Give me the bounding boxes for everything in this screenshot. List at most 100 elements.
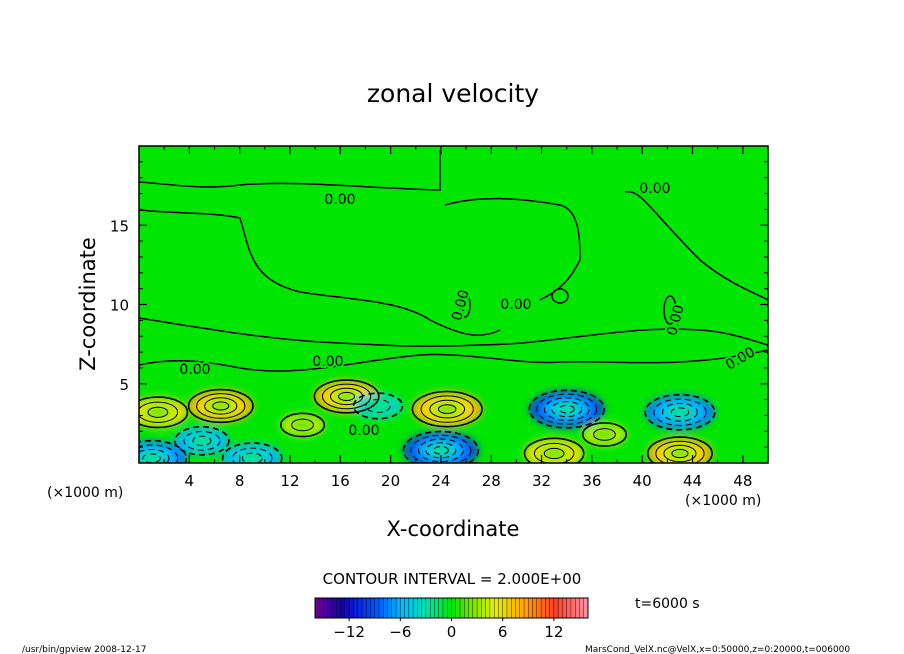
colorbar-cell <box>485 597 491 619</box>
x-tick-label: 20 <box>381 472 400 490</box>
colorbar-cell <box>319 597 325 619</box>
colorbar-cell <box>425 597 431 619</box>
colorbar-cell <box>442 597 448 619</box>
colorbar-cell <box>545 597 551 619</box>
colorbar-cell <box>502 597 508 619</box>
contour-ring <box>174 426 230 456</box>
field-blob <box>671 449 688 458</box>
field-blob <box>559 405 575 413</box>
x-tick-label: 36 <box>582 472 601 490</box>
field-blob <box>212 401 229 411</box>
colorbar-cell <box>434 597 440 619</box>
colorbar-cell <box>438 597 444 619</box>
field-blob <box>671 407 689 417</box>
colorbar-cell <box>536 597 542 619</box>
field-blob <box>291 419 314 431</box>
contour-ring <box>425 442 457 459</box>
contour-ring <box>139 448 170 463</box>
contour-ring <box>420 395 474 423</box>
contour-ring <box>528 389 605 429</box>
contour-lines <box>139 150 768 372</box>
contour-ring <box>417 438 464 463</box>
contour-label: 0.00 <box>639 181 670 197</box>
contour-ring <box>187 388 254 424</box>
colorbar-cell <box>383 597 389 619</box>
colorbar-cell <box>511 597 516 619</box>
colorbar-cell <box>429 597 435 619</box>
contour-line <box>459 292 471 318</box>
field-blob <box>544 448 565 459</box>
y-tick-label: 5 <box>119 376 129 394</box>
contour-label: 0.00 <box>312 354 343 370</box>
colorbar-cell <box>532 597 538 619</box>
colorbar-tick-label: 6 <box>498 623 508 641</box>
colorbar-cell <box>408 597 414 619</box>
colorbar-cell <box>327 597 333 619</box>
contour-ring <box>196 393 246 419</box>
contour-ring <box>139 444 179 463</box>
x-tick-label: 32 <box>532 472 551 490</box>
contour-interval: CONTOUR INTERVAL = 2.000E+00 <box>323 570 582 588</box>
colorbar-cell <box>323 597 329 619</box>
time-label: t=6000 s <box>635 596 700 612</box>
contour-ring <box>646 436 713 463</box>
colorbar-cell <box>468 597 474 619</box>
contour-ring <box>670 407 690 418</box>
x-axis-label: X-coordinate <box>387 517 520 541</box>
colorbar-cell <box>566 597 572 619</box>
contour-label: 0.00 <box>500 297 531 313</box>
colorbar-cell <box>361 597 367 619</box>
y-axis: 5 10 15 <box>110 161 768 448</box>
footer-right: MarsCond_VelX.nc@VelX,x=0:50000,z=0:2000… <box>585 645 850 654</box>
contour-ring <box>644 393 716 431</box>
colorbar-cell <box>451 597 457 619</box>
contour-ring <box>402 430 480 463</box>
contour-ring <box>279 412 326 438</box>
colorbar-cell <box>336 597 342 619</box>
colorbar-cell <box>498 597 504 619</box>
contour-ring <box>139 439 188 463</box>
field-blob <box>593 428 616 441</box>
contour-ring <box>147 406 169 418</box>
colorbar-cell <box>391 597 397 619</box>
contour-ring <box>429 399 466 419</box>
contour-ring <box>411 390 483 428</box>
colorbar-cell <box>378 597 384 619</box>
colorbar-cell <box>395 597 401 619</box>
contour-ring <box>432 446 449 455</box>
colorbar-cell <box>421 597 427 619</box>
field-blob <box>148 407 168 418</box>
y-axis-label: Z-coordinate <box>76 237 100 371</box>
contour-ring <box>593 428 616 441</box>
colorbar-cell <box>562 597 568 619</box>
colorbar-cell <box>455 597 461 619</box>
colorbar-cell <box>549 597 555 619</box>
contour-line <box>139 317 768 347</box>
contour-ring <box>543 397 590 421</box>
contour-ring <box>338 391 356 402</box>
colorbar-cell <box>353 597 359 619</box>
contour-ring <box>192 435 212 446</box>
field-blob <box>365 399 391 413</box>
contour-line <box>663 295 677 325</box>
contour-ring <box>438 404 457 415</box>
colorbar-cell <box>575 597 580 619</box>
colorbar-cell <box>344 597 350 619</box>
contour-ring <box>536 393 598 425</box>
colorbar-cell <box>404 597 410 619</box>
contour-line <box>444 197 581 301</box>
colorbar-ticks: −12 −6 0 6 12 <box>333 618 563 641</box>
colorbar-cell <box>519 597 525 619</box>
contour-ring <box>321 383 372 410</box>
field-blob <box>338 392 355 401</box>
contour-ring <box>231 447 273 463</box>
contour-label: 0.00 <box>179 362 210 378</box>
contour-ring <box>365 399 391 413</box>
colorbar-cell <box>528 597 534 619</box>
x-tick-label: 12 <box>280 472 299 490</box>
x-tick-label: 16 <box>331 472 350 490</box>
colorbar-cell <box>493 597 499 619</box>
x-unit-right: (×1000 m) <box>685 493 761 509</box>
